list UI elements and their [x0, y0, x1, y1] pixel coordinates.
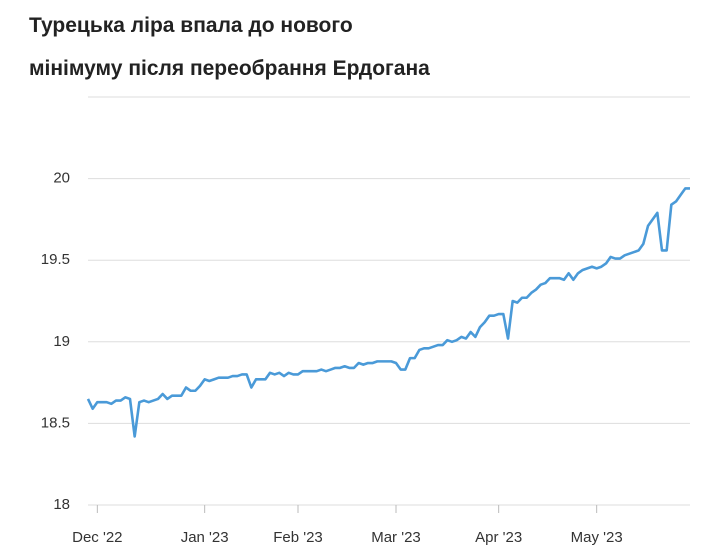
x-tick-label: Feb '23	[273, 529, 323, 546]
y-tick-label: 19.5	[41, 251, 70, 268]
y-tick-label: 19	[53, 333, 70, 350]
title-line: Турецька ліра впала до нового	[29, 14, 353, 37]
line	[86, 187, 690, 438]
x-tick-label: Jan '23	[181, 529, 229, 546]
x-tick-label: Mar '23	[371, 529, 421, 546]
x-tick-label: Apr '23	[475, 529, 522, 546]
title-line: мінімуму після переобрання Ердогана	[29, 57, 430, 80]
y-tick-label: 20	[53, 170, 70, 187]
y-tick-label: 18	[53, 496, 70, 513]
y-tick-label: 18.5	[41, 414, 70, 431]
x-tick-label: Dec '22	[72, 529, 122, 546]
chart-title: Турецька ліра впала до нового мінімуму п…	[29, 4, 430, 90]
x-tick-label: May '23	[571, 529, 623, 546]
